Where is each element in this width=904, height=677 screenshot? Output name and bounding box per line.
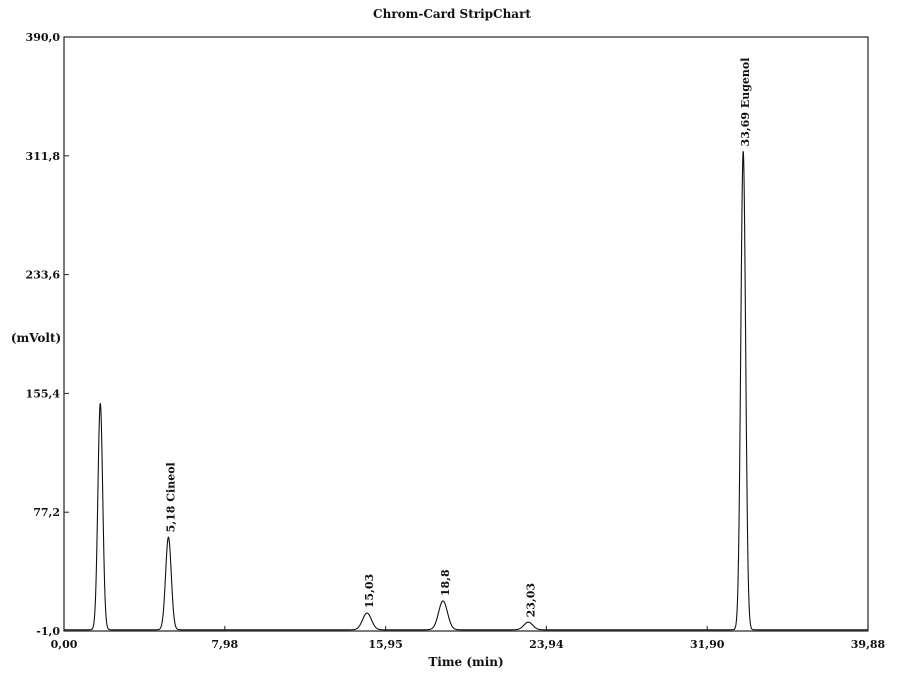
peak-label: 33,69 Eugenol xyxy=(739,58,752,147)
y-axis: -1,0 77,2 155,4 233,6 311,8 390,0 xyxy=(26,31,69,638)
x-tick-label: 39,88 xyxy=(851,638,886,651)
y-tick-label: -1,0 xyxy=(36,625,60,638)
peak-label: 15,03 xyxy=(363,574,376,608)
x-axis-title: Time (min) xyxy=(428,655,503,669)
y-tick-label: 390,0 xyxy=(26,31,61,44)
plot-frame xyxy=(63,36,869,632)
x-axis: 0,00 7,98 15,95 23,94 31,90 39,88 xyxy=(51,626,886,651)
y-tick-label: 233,6 xyxy=(26,269,61,282)
y-tick-label: 311,8 xyxy=(26,150,61,163)
y-tick-label: 77,2 xyxy=(33,506,60,519)
x-tick-label: 31,90 xyxy=(690,638,725,651)
chart-title: Chrom-Card StripChart xyxy=(373,7,531,21)
peak-label: 5,18 Cineol xyxy=(164,462,177,532)
y-tick-label: 155,4 xyxy=(26,387,61,400)
peak-label: 18,8 xyxy=(439,569,452,596)
x-tick-label: 7,98 xyxy=(211,638,238,651)
chromatogram-trace xyxy=(64,151,868,631)
x-tick-label: 15,95 xyxy=(368,638,402,651)
y-axis-title: (mVolt) xyxy=(11,331,61,345)
peak-label: 23,03 xyxy=(524,583,537,617)
x-tick-label: 0,00 xyxy=(51,638,78,651)
x-tick-label: 23,94 xyxy=(529,638,564,651)
peak-labels: 5,18 Cineol 15,03 18,8 23,03 33,69 Eugenol xyxy=(164,58,752,618)
